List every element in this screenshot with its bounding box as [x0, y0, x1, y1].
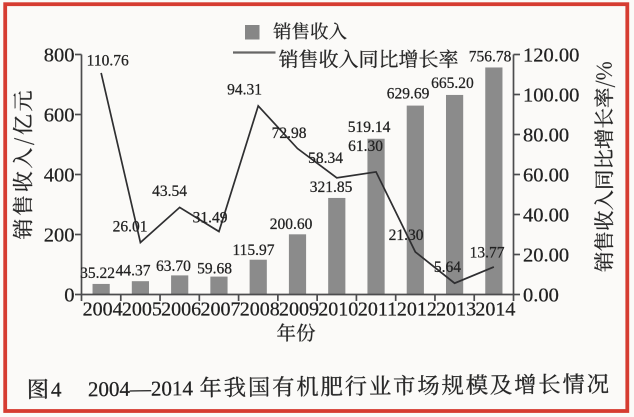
- svg-text:72.98: 72.98: [272, 125, 307, 142]
- svg-text:665.20: 665.20: [431, 75, 474, 92]
- svg-text:5.64: 5.64: [434, 259, 461, 276]
- svg-text:800: 800: [44, 45, 75, 67]
- svg-text:120.00: 120.00: [523, 45, 579, 67]
- svg-text:110.76: 110.76: [87, 53, 129, 70]
- svg-text:20.00: 20.00: [523, 245, 569, 267]
- svg-text:2010: 2010: [318, 299, 358, 321]
- svg-text:31.49: 31.49: [193, 210, 228, 227]
- svg-text:200: 200: [44, 225, 75, 247]
- svg-text:21.30: 21.30: [389, 227, 424, 244]
- svg-text:2009: 2009: [279, 299, 319, 321]
- svg-text:35.22: 35.22: [80, 265, 115, 282]
- svg-text:629.69: 629.69: [387, 86, 430, 103]
- svg-text:63.70: 63.70: [156, 258, 191, 275]
- svg-text:13.77: 13.77: [470, 245, 505, 262]
- svg-text:321.85: 321.85: [310, 179, 353, 196]
- svg-text:2006: 2006: [161, 299, 201, 321]
- svg-text:58.34: 58.34: [308, 150, 343, 167]
- svg-text:40.00: 40.00: [523, 205, 569, 227]
- svg-text:0: 0: [64, 285, 74, 307]
- svg-text:2004: 2004: [83, 299, 123, 321]
- svg-text:2011: 2011: [358, 299, 397, 321]
- svg-text:26.01: 26.01: [113, 219, 148, 236]
- svg-text:4: 4: [51, 377, 62, 401]
- svg-text:400: 400: [44, 165, 75, 187]
- svg-text:60.00: 60.00: [523, 165, 569, 187]
- svg-text:756.78: 756.78: [469, 49, 512, 66]
- svg-text:61.30: 61.30: [348, 138, 383, 155]
- svg-text:115.97: 115.97: [232, 242, 274, 259]
- svg-text:2012: 2012: [397, 299, 437, 321]
- svg-text:44.37: 44.37: [116, 263, 151, 280]
- svg-text:2005: 2005: [122, 299, 162, 321]
- svg-text:2013: 2013: [436, 299, 476, 321]
- svg-text:2008: 2008: [240, 299, 280, 321]
- svg-text:2014: 2014: [475, 299, 515, 321]
- svg-text:200.60: 200.60: [270, 216, 313, 233]
- svg-text:80.00: 80.00: [523, 125, 569, 147]
- svg-text:0.00: 0.00: [523, 285, 559, 307]
- svg-text:2004—2014: 2004—2014: [88, 376, 194, 401]
- svg-text:2007: 2007: [200, 299, 240, 321]
- svg-text:100.00: 100.00: [523, 85, 579, 107]
- svg-text:59.68: 59.68: [197, 261, 232, 278]
- svg-text:43.54: 43.54: [152, 183, 187, 200]
- svg-text:519.14: 519.14: [348, 119, 391, 136]
- svg-text:600: 600: [44, 105, 75, 127]
- svg-text:94.31: 94.31: [227, 82, 262, 99]
